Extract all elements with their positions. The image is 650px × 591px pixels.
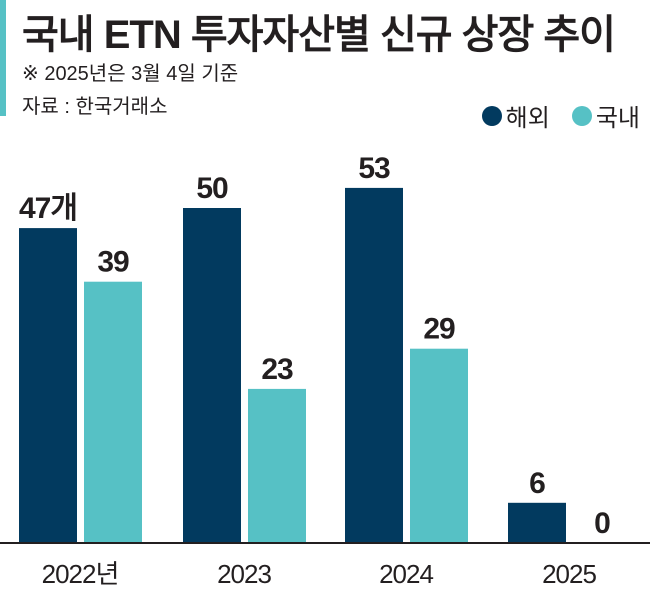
x-tick-label: 2022년 <box>42 559 119 589</box>
chart-note: ※ 2025년은 3월 4일 기준 <box>22 63 239 85</box>
legend-item-domestic: 국내 <box>571 98 640 133</box>
data-label: 47개 <box>19 192 77 225</box>
x-tick-label: 2023 <box>217 559 271 589</box>
legend: 해외 국내 <box>481 98 640 133</box>
bar-domestic-1 <box>248 388 306 543</box>
data-label: 0 <box>594 507 610 540</box>
bar-overseas-1 <box>183 208 241 543</box>
bar-overseas-0 <box>19 228 77 543</box>
x-tick-label: 2025 <box>542 559 596 589</box>
bar-overseas-2 <box>345 187 403 543</box>
legend-item-overseas: 해외 <box>481 98 550 133</box>
bar-domestic-2 <box>410 348 468 543</box>
data-label: 23 <box>261 353 293 386</box>
legend-label-overseas: 해외 <box>505 105 550 132</box>
data-label: 50 <box>196 172 228 205</box>
chart-title: 국내 ETN 투자자산별 신규 상장 추이 <box>22 13 616 57</box>
legend-dot-overseas <box>481 105 502 126</box>
data-label: 29 <box>423 313 455 346</box>
bar-domestic-0 <box>84 281 142 543</box>
data-label: 53 <box>358 152 390 185</box>
accent-bar <box>0 0 6 116</box>
x-tick-label: 2024 <box>379 559 433 589</box>
chart-source: 자료 : 한국거래소 <box>22 96 168 118</box>
legend-dot-domestic <box>571 105 592 126</box>
bar-overseas-3 <box>508 502 566 543</box>
legend-label-domestic: 국내 <box>595 105 640 132</box>
data-label: 6 <box>529 467 545 500</box>
data-label: 39 <box>97 246 129 279</box>
